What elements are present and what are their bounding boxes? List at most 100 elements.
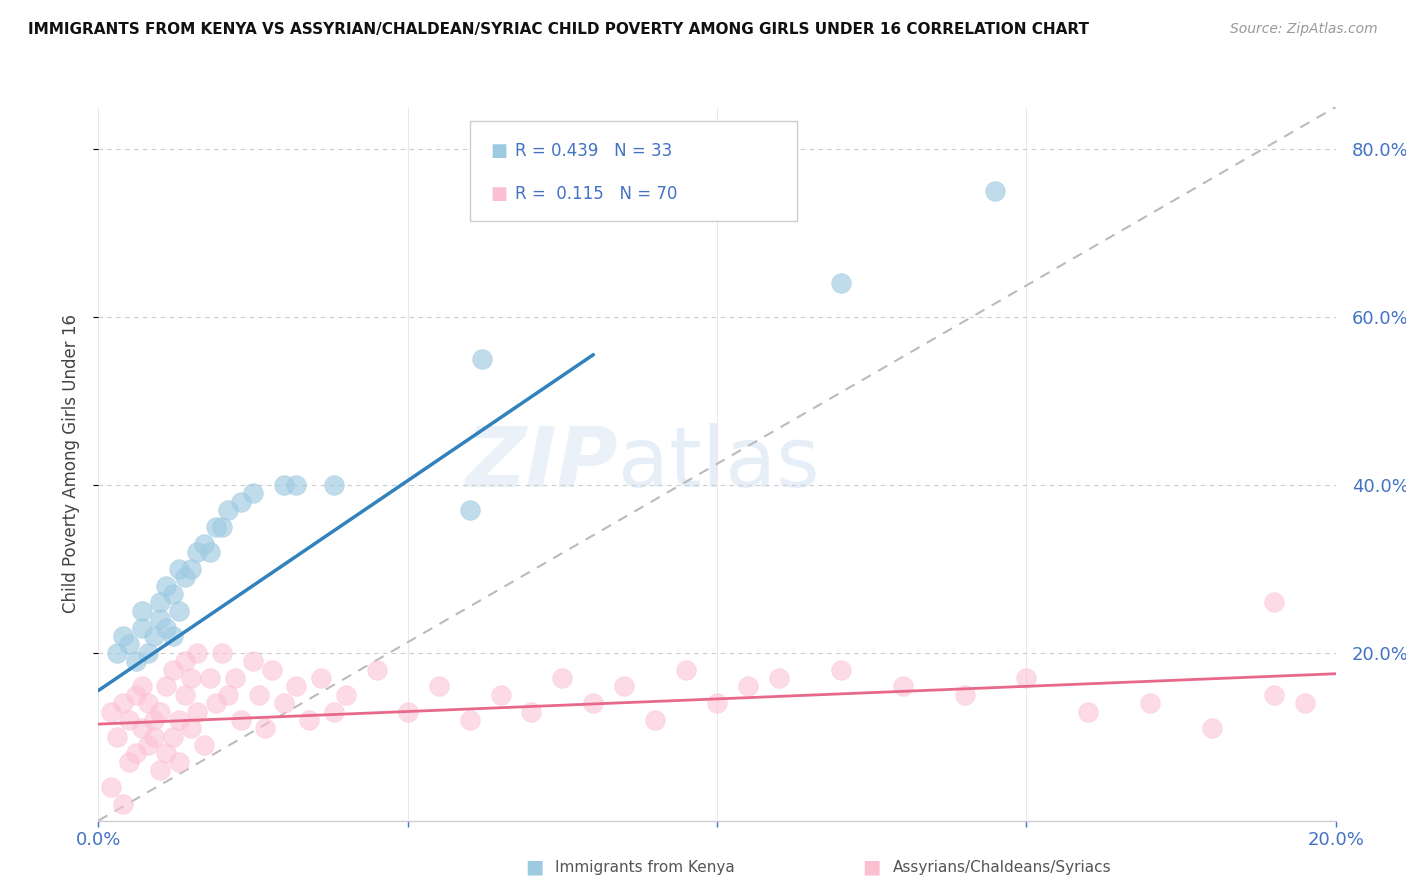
Text: atlas: atlas xyxy=(619,424,820,504)
Point xyxy=(273,696,295,710)
Point xyxy=(247,688,270,702)
Point xyxy=(193,536,215,550)
Point xyxy=(149,612,172,626)
Text: Assyrians/Chaldeans/Syriacs: Assyrians/Chaldeans/Syriacs xyxy=(893,860,1111,874)
Point xyxy=(136,696,159,710)
Point xyxy=(155,679,177,693)
Point xyxy=(830,663,852,677)
Point xyxy=(1139,696,1161,710)
Point xyxy=(180,721,202,735)
Point xyxy=(118,713,141,727)
Point xyxy=(100,705,122,719)
Point xyxy=(322,705,344,719)
Point xyxy=(1263,688,1285,702)
Point xyxy=(1294,696,1316,710)
Text: Immigrants from Kenya: Immigrants from Kenya xyxy=(555,860,735,874)
Point xyxy=(675,663,697,677)
Point xyxy=(162,730,184,744)
Point xyxy=(273,478,295,492)
Point xyxy=(217,688,239,702)
Point xyxy=(891,679,914,693)
Point xyxy=(131,679,153,693)
Text: ■: ■ xyxy=(524,857,544,877)
Text: Source: ZipAtlas.com: Source: ZipAtlas.com xyxy=(1230,22,1378,37)
Point xyxy=(180,562,202,576)
Text: IMMIGRANTS FROM KENYA VS ASSYRIAN/CHALDEAN/SYRIAC CHILD POVERTY AMONG GIRLS UNDE: IMMIGRANTS FROM KENYA VS ASSYRIAN/CHALDE… xyxy=(28,22,1090,37)
Point xyxy=(229,494,252,508)
Point xyxy=(143,629,166,643)
Point xyxy=(1015,671,1038,685)
Point xyxy=(100,780,122,794)
Point xyxy=(298,713,321,727)
Point xyxy=(167,755,190,769)
Point xyxy=(180,671,202,685)
Point xyxy=(322,478,344,492)
Point xyxy=(1077,705,1099,719)
Y-axis label: Child Poverty Among Girls Under 16: Child Poverty Among Girls Under 16 xyxy=(62,314,80,614)
Point xyxy=(242,486,264,500)
Point xyxy=(193,738,215,752)
Point xyxy=(162,629,184,643)
Point xyxy=(162,663,184,677)
Point xyxy=(737,679,759,693)
Point xyxy=(131,621,153,635)
Point xyxy=(136,646,159,660)
FancyBboxPatch shape xyxy=(470,121,797,221)
Point xyxy=(167,713,190,727)
Point xyxy=(174,570,197,584)
Point xyxy=(105,646,128,660)
Point xyxy=(229,713,252,727)
Point xyxy=(167,604,190,618)
Point xyxy=(396,705,419,719)
Point xyxy=(112,629,135,643)
Point xyxy=(198,671,221,685)
Point xyxy=(427,679,450,693)
Point xyxy=(155,747,177,761)
Point xyxy=(366,663,388,677)
Point xyxy=(706,696,728,710)
Point xyxy=(211,646,233,660)
Text: ZIP: ZIP xyxy=(465,424,619,504)
Point xyxy=(162,587,184,601)
Point xyxy=(644,713,666,727)
Point xyxy=(118,637,141,651)
Text: R =  0.115   N = 70: R = 0.115 N = 70 xyxy=(516,186,678,203)
Point xyxy=(124,747,146,761)
Text: ■: ■ xyxy=(491,186,508,203)
Point xyxy=(285,679,308,693)
Point xyxy=(167,562,190,576)
Point xyxy=(1201,721,1223,735)
Point xyxy=(285,478,308,492)
Point xyxy=(149,595,172,609)
Point xyxy=(768,671,790,685)
Point xyxy=(830,277,852,291)
Point xyxy=(551,671,574,685)
Point xyxy=(112,696,135,710)
Point xyxy=(458,503,481,517)
Point xyxy=(489,688,512,702)
Point xyxy=(174,688,197,702)
Point xyxy=(242,654,264,668)
Point xyxy=(155,621,177,635)
Point xyxy=(143,730,166,744)
Point xyxy=(136,738,159,752)
Point xyxy=(520,705,543,719)
Point xyxy=(143,713,166,727)
Point xyxy=(1263,595,1285,609)
Point xyxy=(124,654,146,668)
Point xyxy=(205,696,228,710)
Point xyxy=(186,646,208,660)
Point xyxy=(217,503,239,517)
Point xyxy=(458,713,481,727)
Point xyxy=(224,671,246,685)
Point xyxy=(198,545,221,559)
Point xyxy=(984,184,1007,198)
Text: R = 0.439   N = 33: R = 0.439 N = 33 xyxy=(516,142,672,160)
Point xyxy=(471,351,494,366)
Point xyxy=(613,679,636,693)
Point xyxy=(260,663,283,677)
Point xyxy=(155,578,177,592)
Point xyxy=(254,721,277,735)
Point xyxy=(118,755,141,769)
Point xyxy=(953,688,976,702)
